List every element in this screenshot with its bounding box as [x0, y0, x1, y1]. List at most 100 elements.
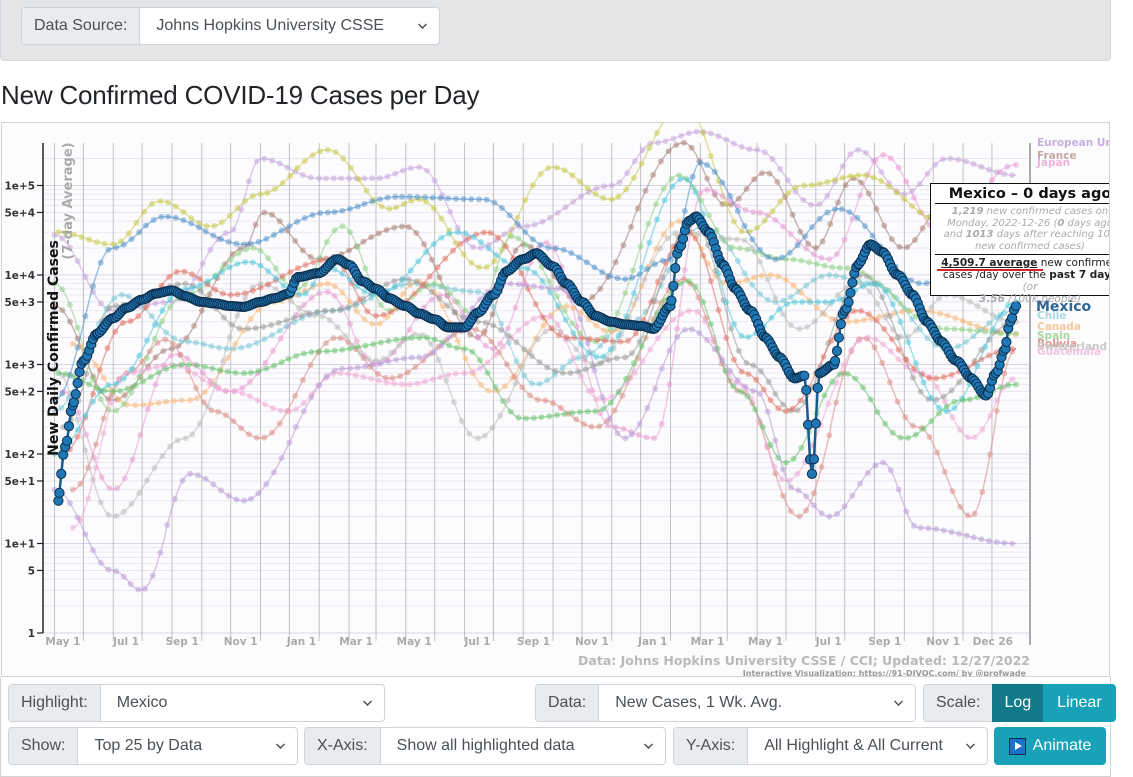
series-point [386, 205, 393, 212]
highlight-point[interactable] [70, 389, 81, 400]
series-point [910, 374, 917, 381]
series-point [363, 187, 370, 194]
highlight-point[interactable] [670, 262, 681, 274]
series-point [376, 196, 383, 203]
series-point [966, 298, 973, 305]
series-point [662, 138, 669, 145]
animate-button[interactable]: Animate [994, 727, 1106, 765]
highlight-point[interactable] [810, 418, 821, 429]
series-point [187, 397, 194, 404]
highlight-point[interactable] [668, 280, 679, 292]
highlight-point[interactable] [831, 345, 843, 357]
series-point [362, 265, 369, 272]
end-label-mexico: Mexico [1036, 299, 1092, 315]
series-point [570, 329, 577, 336]
animate-label: Animate [1032, 737, 1092, 754]
highlight-point[interactable] [843, 296, 854, 308]
highlight-point[interactable] [801, 384, 812, 396]
y-axis-select[interactable]: All Highlight & All Current [748, 728, 987, 764]
series-point [537, 170, 544, 177]
series-point [666, 347, 673, 354]
highlight-point[interactable] [812, 382, 823, 394]
data-select[interactable]: New Cases, 1 Wk. Avg. [599, 685, 915, 721]
data-source-select[interactable]: Johns Hopkins University CSSE [140, 8, 439, 44]
highlight-point[interactable] [808, 454, 819, 465]
series-point [707, 321, 714, 328]
series-point [100, 374, 107, 381]
highlight-point[interactable] [845, 287, 856, 298]
series-point [454, 337, 461, 344]
series-point [113, 380, 120, 387]
highlight-point[interactable] [829, 355, 841, 366]
series-point [845, 318, 852, 325]
series-point [86, 381, 93, 388]
series-point [573, 346, 580, 353]
series-point [356, 296, 363, 303]
highlight-series[interactable] [53, 211, 1022, 506]
series-end-labels: European UnicFranceJapanMexicoChileCanad… [1036, 137, 1109, 358]
series-point [299, 247, 306, 254]
series-point [912, 360, 919, 367]
series-point [404, 369, 411, 376]
series-point [249, 287, 256, 294]
scale-label: Scale: [923, 684, 993, 722]
highlight-point[interactable] [833, 332, 845, 343]
series-point [78, 233, 85, 240]
highlight-point[interactable] [1001, 336, 1012, 348]
series-point [600, 353, 607, 360]
highlight-point[interactable] [835, 318, 846, 330]
highlight-point[interactable] [799, 370, 810, 381]
series-point [951, 326, 958, 333]
series-point [452, 195, 459, 202]
highlight-point[interactable] [61, 435, 73, 446]
series-point [398, 223, 405, 230]
show-select[interactable]: Top 25 by Data [78, 728, 297, 764]
series-point [383, 281, 390, 288]
highlight-point[interactable] [806, 468, 818, 479]
highlight-point[interactable] [677, 233, 689, 244]
series-point [427, 340, 434, 347]
series-point [326, 317, 333, 324]
series-point [271, 185, 278, 192]
series-point [219, 219, 226, 226]
scale-log-button[interactable]: Log [992, 684, 1044, 722]
highlight-select[interactable]: Mexico [101, 685, 384, 721]
series-point [370, 361, 377, 368]
highlight-point[interactable] [56, 468, 67, 479]
series-point [105, 511, 112, 518]
series-point [166, 273, 173, 280]
series-point [189, 284, 196, 291]
series-point [428, 256, 435, 263]
series-point [206, 291, 213, 298]
series-point [810, 277, 817, 284]
scale-linear-button[interactable]: Linear [1043, 684, 1116, 722]
highlight-point[interactable] [847, 277, 858, 288]
series-point [791, 298, 798, 305]
series-point [354, 344, 361, 351]
series-point [136, 229, 143, 236]
highlight-point[interactable] [54, 487, 65, 499]
series-point [540, 322, 547, 329]
series-point [270, 347, 277, 354]
highlight-point[interactable] [1010, 300, 1022, 312]
highlight-point[interactable] [63, 421, 75, 432]
x-axis-select[interactable]: Show all highlighted data [381, 728, 665, 764]
highlight-point[interactable] [666, 295, 677, 306]
series-point [692, 283, 699, 290]
series-point [431, 280, 438, 287]
series-point [475, 196, 482, 203]
series-point [482, 342, 489, 349]
series-point [276, 218, 283, 225]
series-point [860, 316, 867, 323]
series-point [674, 334, 681, 341]
series-point [261, 155, 268, 162]
series-point [873, 317, 880, 324]
series-point [597, 410, 604, 417]
highlight-point[interactable] [72, 377, 83, 389]
series-point [903, 178, 910, 185]
series-point [490, 304, 497, 311]
series-point [816, 201, 823, 208]
series-point [554, 209, 561, 216]
series-point [393, 204, 400, 211]
y-tick-label: 5e+2 [4, 386, 35, 398]
